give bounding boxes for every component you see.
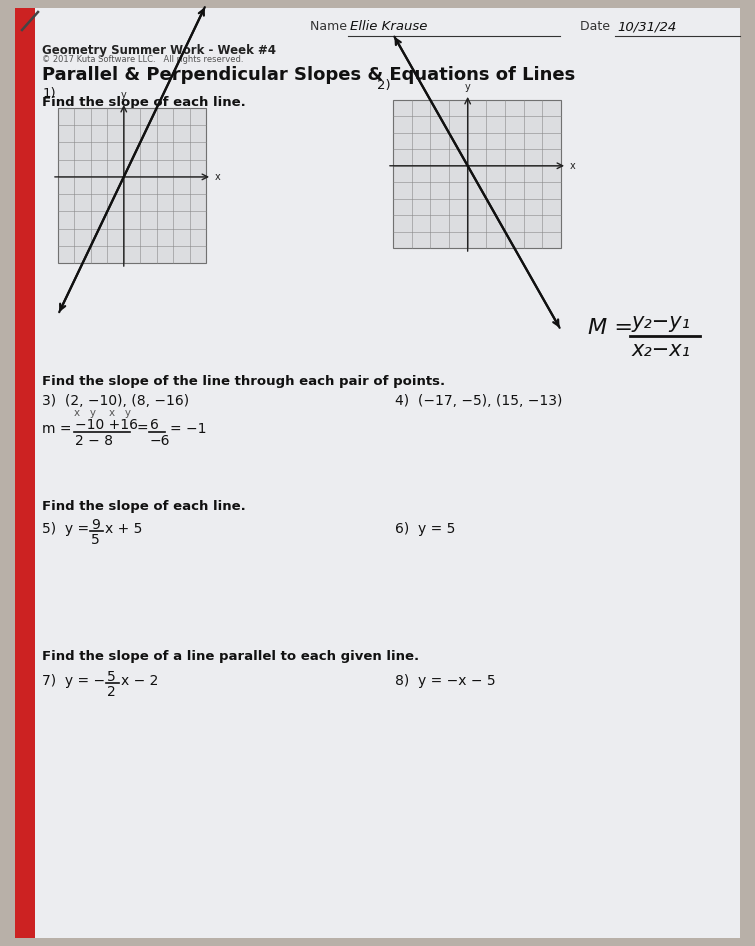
Text: 9: 9 [91,518,100,532]
Text: x + 5: x + 5 [105,522,143,536]
Text: © 2017 Kuta Software LLC.   All rights reserved.: © 2017 Kuta Software LLC. All rights res… [42,55,244,64]
Text: Find the slope of the line through each pair of points.: Find the slope of the line through each … [42,375,445,388]
Bar [15,8,35,938]
Text: x   y    x   y: x y x y [74,408,131,418]
Text: 5: 5 [107,670,116,684]
Text: x: x [570,161,576,171]
Text: Find the slope of each line.: Find the slope of each line. [42,500,245,513]
Bar [393,100,561,248]
Text: 10/31/24: 10/31/24 [617,20,676,33]
Text: m =: m = [42,422,72,436]
Bar [58,108,206,263]
Text: Find the slope of each line.: Find the slope of each line. [42,96,245,109]
Text: −10 +16: −10 +16 [75,418,138,432]
Text: −6: −6 [150,434,171,448]
Text: M =: M = [588,318,633,338]
Text: Find the slope of a line parallel to each given line.: Find the slope of a line parallel to eac… [42,650,419,663]
Text: y₂−y₁: y₂−y₁ [632,312,691,332]
Text: y: y [121,90,127,100]
Text: 4)  (−17, −5), (15, −13): 4) (−17, −5), (15, −13) [395,394,562,408]
Text: y: y [465,82,470,92]
Text: Date: Date [580,20,614,33]
Text: Ellie Krause: Ellie Krause [350,20,427,33]
Text: 8)  y = −x − 5: 8) y = −x − 5 [395,674,495,688]
Text: = −1: = −1 [170,422,207,436]
Text: 3)  (2, −10), (8, −16): 3) (2, −10), (8, −16) [42,394,189,408]
Text: 5)  y =: 5) y = [42,522,89,536]
Text: 6: 6 [150,418,159,432]
Text: =: = [136,422,148,436]
Text: x: x [215,172,220,182]
Text: 5: 5 [91,533,100,547]
Text: x₂−x₁: x₂−x₁ [632,340,691,360]
Text: 1): 1) [42,87,56,100]
Text: x − 2: x − 2 [121,674,159,688]
Text: 2): 2) [378,79,391,92]
Text: Parallel & Perpendicular Slopes & Equations of Lines: Parallel & Perpendicular Slopes & Equati… [42,66,575,84]
Text: Geometry Summer Work - Week #4: Geometry Summer Work - Week #4 [42,44,276,57]
Text: 7)  y = −: 7) y = − [42,674,105,688]
Text: 2 − 8: 2 − 8 [75,434,113,448]
Text: 6)  y = 5: 6) y = 5 [395,522,455,536]
Text: Name: Name [310,20,351,33]
Text: 2: 2 [107,685,116,699]
